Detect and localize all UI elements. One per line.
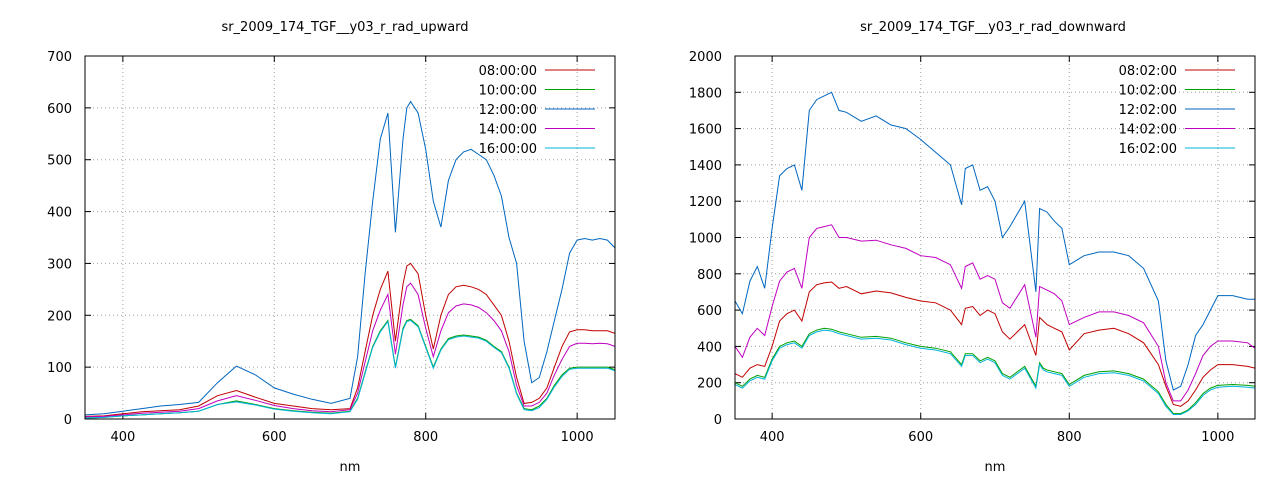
x-tick-label: 1000 [561,430,594,445]
legend-label: 12:00:00 [479,103,537,118]
legend-label: 16:02:00 [1119,142,1177,157]
legend-label: 14:00:00 [479,123,537,138]
y-tick-label: 0 [64,413,72,428]
x-tick-label: 600 [262,430,287,445]
chart-panel-1: 400 600 800 1000 0 100 200 300 400 500 600 700 08:00… [47,20,616,475]
y-tick-label: 300 [47,257,72,272]
y-tick-label: 600 [697,304,722,319]
y-tick-label: 1600 [689,123,722,138]
x-tick-label: 800 [413,430,438,445]
plot-frame [734,55,1256,420]
x-axis-label: nm [985,460,1006,475]
y-tick-label: 400 [47,206,72,221]
y-tick-label: 600 [47,102,72,117]
legend-label: 14:02:00 [1119,123,1177,138]
plot-frame [84,55,616,420]
y-tick-label: 0 [714,413,722,428]
series-line-080000 [85,262,615,417]
series-line-140000 [85,282,615,418]
y-tick-label: 800 [697,268,722,283]
y-tick-label: 200 [697,377,722,392]
series-line-160000 [85,319,615,419]
series-line-140200 [735,224,1255,402]
series-line-160200 [735,329,1255,415]
y-tick-label: 700 [47,50,72,65]
y-tick-label: 2000 [689,50,722,65]
y-tick-label: 1200 [689,195,722,210]
y-tick-label: 100 [47,361,72,376]
legend-label: 08:00:00 [479,64,537,79]
x-axis-label: nm [340,460,361,475]
legend-label: 08:02:00 [1119,64,1177,79]
y-tick-label: 200 [47,309,72,324]
chart-panel-2: 400 600 800 1000 0 200 400 600 800 1000 1200 1400 16… [689,20,1256,475]
series-line-100000 [85,318,615,419]
y-tick-label: 1800 [689,86,722,101]
legend-label: 10:00:00 [479,84,537,99]
x-tick-label: 800 [1057,430,1082,445]
y-tick-label: 1400 [689,159,722,174]
x-tick-label: 400 [110,430,135,445]
legend-label: 10:02:00 [1119,84,1177,99]
legend-label: 16:00:00 [479,142,537,157]
series-line-120000 [85,100,615,416]
y-tick-label: 1000 [689,232,722,247]
series-line-100200 [735,327,1255,415]
x-tick-label: 600 [908,430,933,445]
series-line-120200 [735,91,1255,391]
chart-title: sr_2009_174_TGF__y03_r_rad_downward [860,20,1126,35]
chart-title: sr_2009_174_TGF__y03_r_rad_upward [221,20,468,35]
series-line-080200 [735,281,1255,407]
x-tick-label: 400 [760,430,785,445]
y-tick-label: 400 [697,340,722,355]
legend-label: 12:02:00 [1119,103,1177,118]
x-tick-label: 1000 [1201,430,1234,445]
y-tick-label: 500 [47,154,72,169]
